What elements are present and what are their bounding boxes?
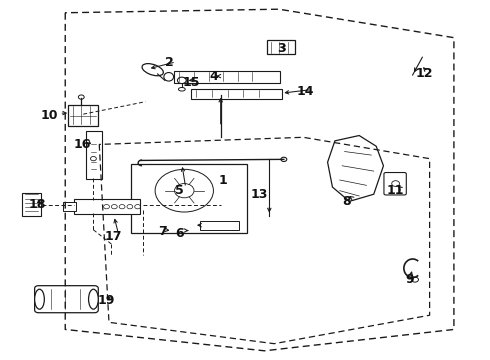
FancyBboxPatch shape — [68, 104, 98, 126]
Text: 11: 11 — [387, 184, 404, 197]
FancyBboxPatch shape — [74, 198, 140, 214]
FancyBboxPatch shape — [173, 71, 280, 83]
Text: 6: 6 — [175, 227, 184, 240]
Text: 10: 10 — [41, 109, 58, 122]
Ellipse shape — [178, 87, 185, 91]
Text: 19: 19 — [98, 294, 115, 307]
FancyBboxPatch shape — [384, 172, 406, 195]
FancyBboxPatch shape — [200, 221, 239, 230]
Text: 17: 17 — [104, 230, 122, 243]
Text: 9: 9 — [406, 273, 415, 286]
FancyBboxPatch shape — [22, 193, 41, 216]
Text: 1: 1 — [219, 174, 227, 186]
Ellipse shape — [35, 289, 45, 309]
Text: 8: 8 — [343, 195, 351, 208]
Text: 15: 15 — [183, 76, 200, 89]
FancyBboxPatch shape — [63, 202, 76, 211]
Ellipse shape — [164, 72, 173, 81]
Text: 14: 14 — [297, 85, 315, 98]
Ellipse shape — [177, 77, 186, 84]
FancyBboxPatch shape — [86, 131, 102, 179]
Polygon shape — [328, 135, 384, 201]
Text: 18: 18 — [28, 198, 46, 211]
Text: 12: 12 — [416, 67, 434, 80]
Text: 7: 7 — [158, 225, 167, 238]
Text: 16: 16 — [74, 138, 91, 151]
Text: 5: 5 — [175, 184, 184, 197]
Text: 3: 3 — [277, 42, 286, 55]
FancyBboxPatch shape — [191, 89, 282, 99]
Text: 13: 13 — [251, 188, 268, 201]
Ellipse shape — [142, 64, 163, 76]
Text: 2: 2 — [165, 56, 174, 69]
Ellipse shape — [89, 289, 98, 309]
FancyBboxPatch shape — [35, 286, 98, 313]
Bar — [131, 164, 247, 233]
Bar — [267, 40, 295, 54]
Text: 4: 4 — [209, 70, 218, 83]
